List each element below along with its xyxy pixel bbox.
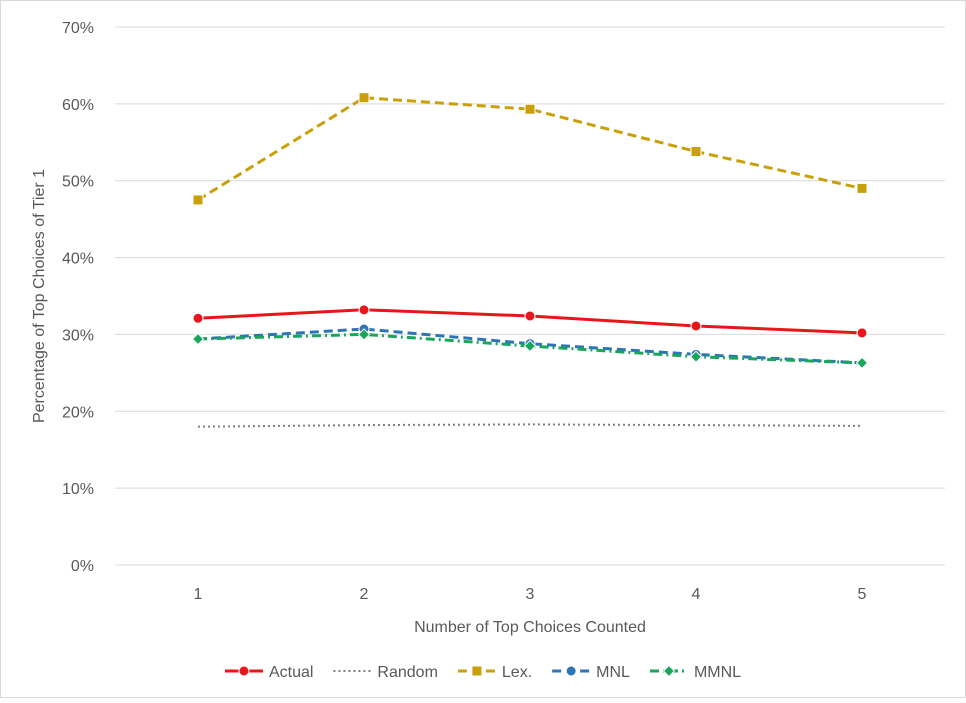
y-tick-label: 10% xyxy=(62,481,94,498)
legend-label: Lex. xyxy=(502,664,532,681)
data-point-actual xyxy=(524,310,536,322)
y-tick-label: 20% xyxy=(62,404,94,421)
data-point-actual xyxy=(358,304,370,316)
legend-label: MNL xyxy=(596,664,630,681)
x-axis-label: Number of Top Choices Counted xyxy=(414,619,646,636)
data-point-lex xyxy=(690,146,702,158)
series-line-mmnl xyxy=(197,332,863,365)
series-line-mnl xyxy=(197,327,863,365)
legend-item-actual: Actual xyxy=(224,664,313,681)
data-point-mmnl xyxy=(523,339,537,353)
series-actual xyxy=(192,304,868,339)
x-tick-label: 1 xyxy=(194,586,203,603)
series-line-lex xyxy=(197,96,863,202)
x-tick-label: 2 xyxy=(360,586,369,603)
data-point-actual xyxy=(690,320,702,332)
data-point-mmnl xyxy=(855,356,869,370)
legend-marker xyxy=(471,665,483,677)
data-point-mmnl xyxy=(191,332,205,346)
legend-item-lex: Lex. xyxy=(457,664,532,681)
y-axis-tick-labels: 0% 10% 20% 30% 40% 50% 60% 70% xyxy=(62,20,94,575)
y-tick-label: 70% xyxy=(62,20,94,37)
data-point-mmnl xyxy=(689,350,703,363)
x-tick-label: 3 xyxy=(526,586,535,603)
data-point-lex xyxy=(856,182,868,194)
x-tick-label: 4 xyxy=(692,586,701,603)
data-point-actual xyxy=(856,327,868,339)
y-tick-label: 0% xyxy=(71,558,94,575)
x-tick-label: 5 xyxy=(858,586,867,603)
series-line-random xyxy=(197,423,863,428)
series-mmnl xyxy=(191,328,869,370)
y-tick-label: 40% xyxy=(62,251,94,268)
legend-marker xyxy=(662,664,676,678)
legend-label: MMNL xyxy=(694,664,741,681)
y-axis-label: Percentage of Top Choices of Tier 1 xyxy=(31,169,48,423)
legend-item-mmnl: MMNL xyxy=(649,664,741,681)
series-lex xyxy=(192,92,868,206)
data-point-mmnl xyxy=(357,328,371,341)
y-tick-label: 60% xyxy=(62,97,94,114)
x-axis-tick-labels: 1 2 3 4 5 xyxy=(194,586,867,603)
legend: Actual Random Lex. MNL MMNL xyxy=(224,664,741,681)
y-tick-label: 50% xyxy=(62,174,94,191)
data-point-lex xyxy=(524,103,536,115)
legend-marker xyxy=(565,665,577,677)
data-point-lex xyxy=(192,194,204,206)
legend-item-random: Random xyxy=(333,664,438,681)
y-tick-label: 30% xyxy=(62,327,94,344)
legend-label: Random xyxy=(377,664,437,681)
data-point-actual xyxy=(192,312,204,324)
data-point-lex xyxy=(358,92,370,104)
series-lines xyxy=(191,92,869,428)
gridlines xyxy=(115,26,945,566)
legend-item-mnl: MNL xyxy=(552,664,630,681)
legend-marker xyxy=(238,665,250,677)
series-random xyxy=(197,423,863,428)
legend-label: Actual xyxy=(269,664,313,681)
